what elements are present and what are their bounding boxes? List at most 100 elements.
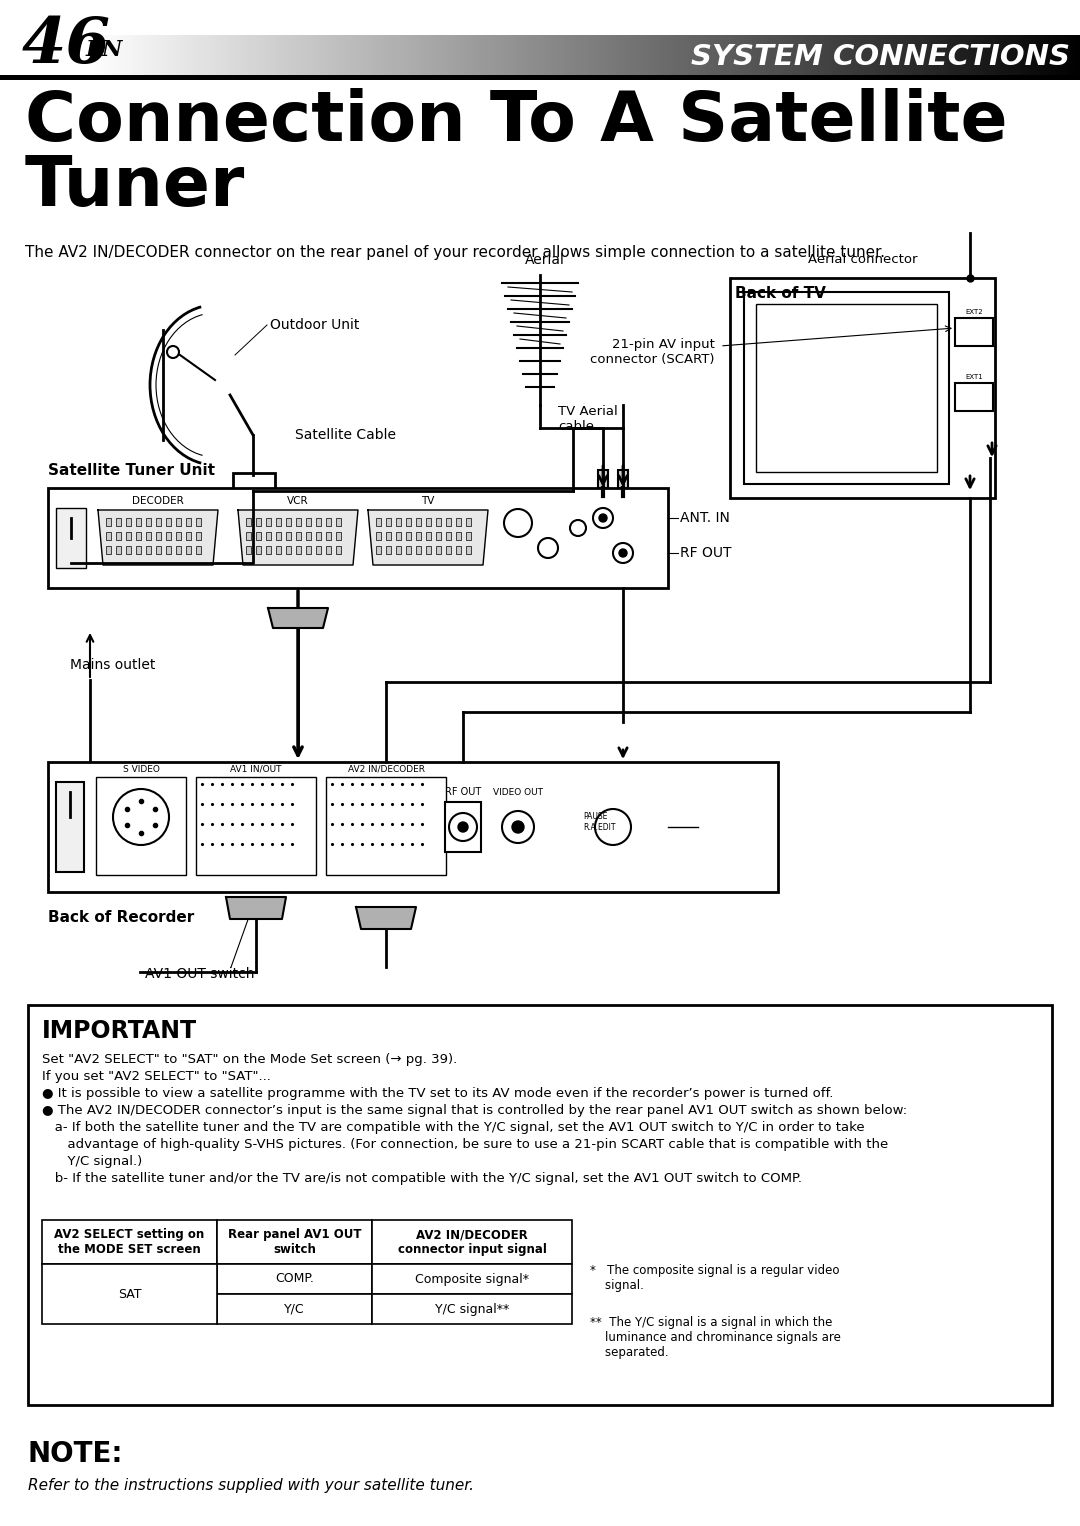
Bar — [156, 533, 161, 540]
Text: VIDEO OUT: VIDEO OUT — [492, 787, 543, 797]
Bar — [565, 35, 569, 75]
Bar — [130, 35, 133, 75]
Bar — [446, 517, 451, 526]
Bar — [281, 35, 284, 75]
Bar — [284, 35, 288, 75]
Text: Tuner: Tuner — [25, 153, 245, 220]
Bar — [256, 533, 261, 540]
Text: Y/C: Y/C — [284, 1303, 305, 1315]
Bar — [336, 517, 341, 526]
Bar — [670, 35, 673, 75]
Bar — [276, 546, 281, 554]
Bar — [278, 35, 281, 75]
Bar — [256, 517, 261, 526]
Circle shape — [599, 514, 607, 522]
Text: *   The composite signal is a regular video
    signal.: * The composite signal is a regular vide… — [590, 1264, 839, 1293]
Text: AV2 IN/DECODER: AV2 IN/DECODER — [348, 765, 424, 774]
Bar — [896, 35, 900, 75]
Bar — [396, 546, 401, 554]
Text: Y/C signal**: Y/C signal** — [435, 1303, 509, 1315]
Bar — [105, 35, 108, 75]
Bar — [526, 35, 529, 75]
Bar — [997, 35, 1001, 75]
Bar — [456, 533, 461, 540]
Bar — [770, 35, 774, 75]
Bar — [612, 35, 616, 75]
Bar — [846, 35, 850, 75]
Bar — [217, 1294, 372, 1325]
Bar — [406, 546, 411, 554]
Text: Outdoor Unit: Outdoor Unit — [270, 317, 360, 333]
Bar — [266, 533, 271, 540]
Bar — [195, 546, 201, 554]
Bar — [738, 35, 742, 75]
Bar — [904, 35, 907, 75]
Bar — [316, 35, 321, 75]
Text: AV1 OUT switch: AV1 OUT switch — [145, 967, 255, 981]
Bar — [96, 777, 186, 874]
Bar — [83, 35, 86, 75]
Bar — [662, 35, 666, 75]
Bar — [76, 35, 79, 75]
Bar — [195, 517, 201, 526]
Bar — [861, 35, 864, 75]
Bar — [440, 35, 443, 75]
Bar — [673, 35, 677, 75]
Bar — [619, 35, 623, 75]
Bar — [850, 35, 853, 75]
Bar — [296, 517, 301, 526]
Text: ● It is possible to view a satellite programme with the TV set to its AV mode ev: ● It is possible to view a satellite pro… — [42, 1087, 834, 1100]
Bar — [108, 35, 111, 75]
Bar — [90, 35, 94, 75]
Bar — [464, 35, 468, 75]
Bar — [146, 517, 151, 526]
Bar — [295, 35, 299, 75]
Bar — [246, 546, 251, 554]
Bar — [950, 35, 954, 75]
Bar — [252, 35, 256, 75]
Bar — [326, 533, 330, 540]
Bar — [56, 781, 84, 871]
Text: EXT1: EXT1 — [966, 374, 983, 380]
Bar — [262, 35, 267, 75]
Bar — [465, 517, 471, 526]
Bar — [140, 35, 144, 75]
Bar — [489, 35, 494, 75]
Bar — [42, 1264, 217, 1325]
Bar — [111, 35, 116, 75]
Bar — [416, 517, 421, 526]
Text: S VIDEO: S VIDEO — [122, 765, 160, 774]
Text: Rear panel AV1 OUT
switch: Rear panel AV1 OUT switch — [228, 1228, 361, 1256]
Bar — [353, 35, 356, 75]
Bar — [296, 546, 301, 554]
Text: Set "AV2 SELECT" to "SAT" on the Mode Set screen (→ pg. 39).: Set "AV2 SELECT" to "SAT" on the Mode Se… — [42, 1053, 457, 1067]
Bar — [378, 35, 381, 75]
Bar — [630, 35, 634, 75]
Bar — [774, 35, 778, 75]
Text: TV Aerial
cable: TV Aerial cable — [558, 404, 618, 433]
Bar — [392, 35, 396, 75]
Bar — [640, 35, 645, 75]
Bar — [245, 35, 248, 75]
Bar — [680, 35, 684, 75]
Bar — [616, 35, 619, 75]
Bar — [554, 35, 558, 75]
Bar — [529, 35, 532, 75]
Bar — [764, 35, 767, 75]
Bar — [14, 35, 18, 75]
Bar — [426, 546, 431, 554]
Bar — [618, 470, 627, 488]
Bar — [900, 35, 904, 75]
Bar — [443, 35, 446, 75]
Bar — [969, 35, 972, 75]
Bar — [302, 35, 306, 75]
Bar — [569, 35, 572, 75]
Bar — [813, 35, 818, 75]
Bar — [386, 533, 391, 540]
Bar — [799, 35, 802, 75]
Bar — [166, 533, 171, 540]
Bar — [241, 35, 245, 75]
Bar — [691, 35, 694, 75]
Bar — [756, 35, 759, 75]
Bar — [742, 35, 745, 75]
